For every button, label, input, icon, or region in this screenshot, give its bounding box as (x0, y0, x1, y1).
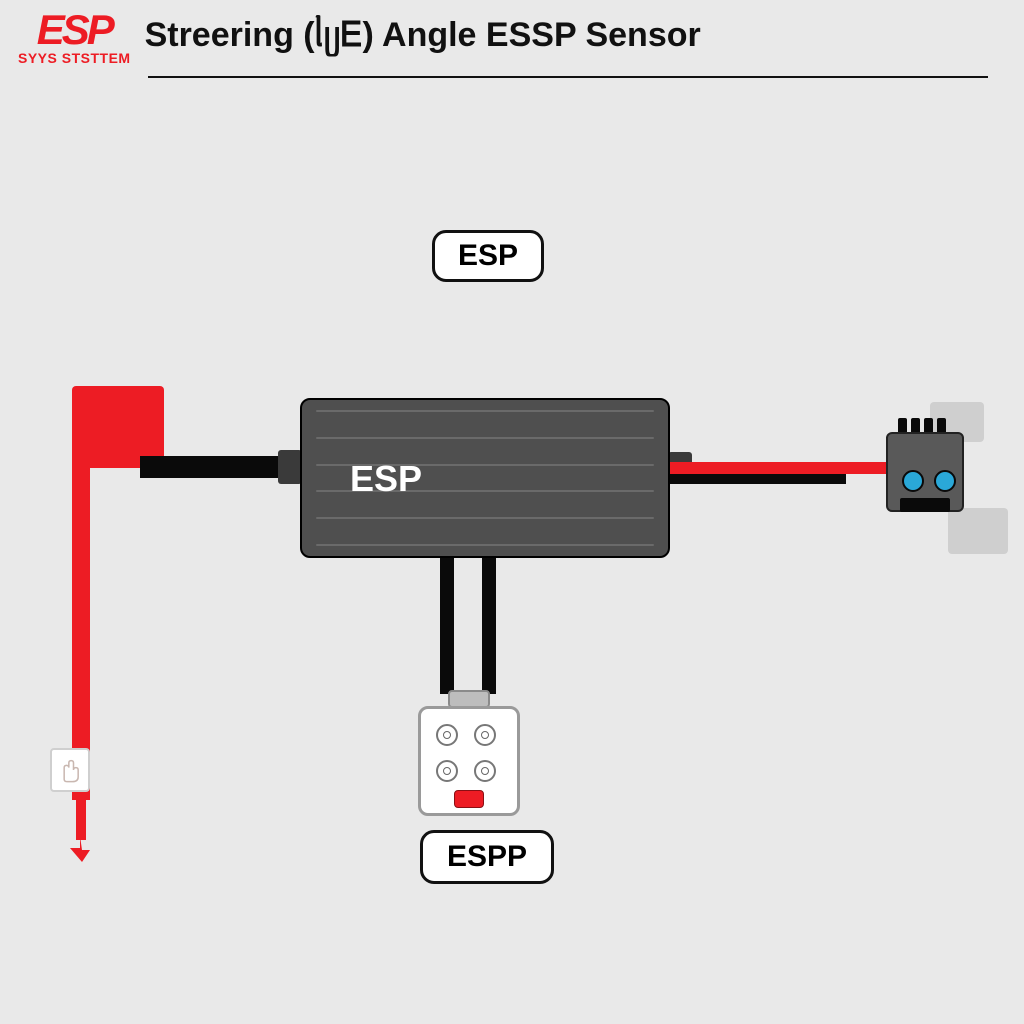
connector-bottom-pin-1 (436, 724, 458, 746)
wire-right-red (670, 462, 906, 474)
connector-bottom-pin-3 (436, 760, 458, 782)
wire-red-vertical-thin (76, 800, 86, 840)
connector-right-pin-2 (934, 470, 956, 492)
hand-icon (56, 754, 84, 786)
page-title: Streering (ᥣᥩᎬ) Angle ESSP Sensor (145, 16, 701, 55)
connector-bottom-button (454, 790, 484, 808)
header: ESP SYYS STSTTEM Streering (ᥣᥩᎬ) Angle E… (18, 12, 1006, 66)
label-esp-top-text: ESP (458, 239, 518, 273)
logo-text: ESP (37, 12, 112, 48)
connector-bottom-pin-2 (474, 724, 496, 746)
brand-logo: ESP SYYS STSTTEM (18, 12, 131, 66)
wire-down-left (440, 558, 454, 694)
wire-red-vertical (72, 440, 90, 800)
connector-bottom-pin-4 (474, 760, 496, 782)
title-underline (148, 76, 988, 78)
connector-right-pin-1 (902, 470, 924, 492)
label-esp-top: ESP (432, 230, 544, 282)
label-espp-bottom: ESPP (420, 830, 554, 884)
esp-module-label: ESP (350, 458, 422, 500)
connector-right-shadow-bottom (948, 508, 1008, 554)
logo-subtext: SYYS STSTTEM (18, 50, 131, 66)
red-arrow-icon (68, 836, 92, 862)
module-port-left (278, 450, 302, 484)
wire-right-black (670, 474, 846, 484)
connector-right-foot (900, 498, 950, 512)
wire-down-right (482, 558, 496, 694)
wire-left-black (140, 456, 300, 478)
label-espp-bottom-text: ESPP (447, 840, 527, 874)
diagram-canvas: ESP SYYS STSTTEM Streering (ᥣᥩᎬ) Angle E… (0, 0, 1024, 1024)
